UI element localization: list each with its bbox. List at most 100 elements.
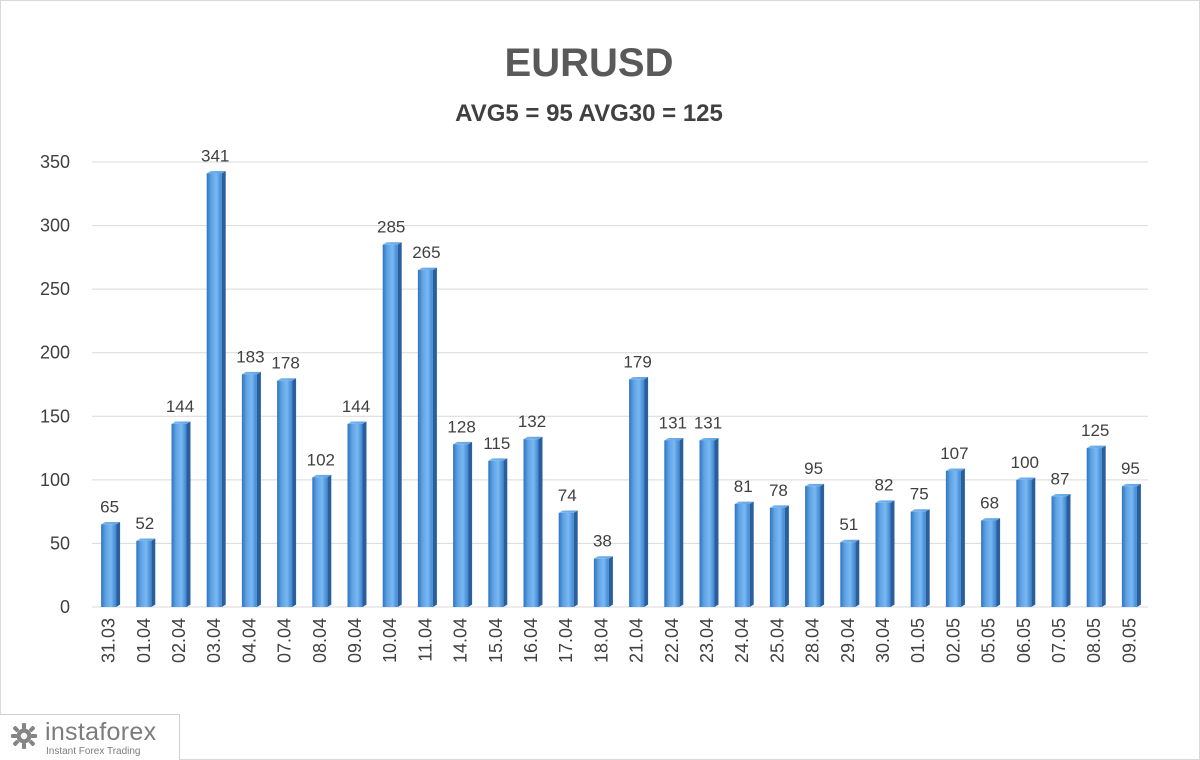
x-tick-label: 01.05 [908, 618, 928, 663]
bar-side [362, 421, 367, 607]
bar-side [996, 518, 1001, 607]
bar-front [417, 270, 433, 607]
data-label: 65 [100, 497, 119, 516]
bar [910, 509, 930, 607]
data-label: 179 [623, 352, 651, 371]
data-label: 75 [910, 485, 929, 504]
bar [805, 483, 825, 607]
bar-top [347, 421, 367, 424]
data-label: 144 [342, 397, 370, 416]
bar-front [769, 507, 785, 607]
bar [171, 421, 191, 607]
bar-top [171, 421, 191, 424]
bar-side [1066, 493, 1071, 607]
watermark-name: instaforex [45, 718, 157, 746]
bar-front [277, 380, 293, 607]
data-label: 131 [694, 413, 722, 432]
x-tick-label: 10.04 [380, 618, 400, 663]
chart-title: EURUSD [505, 41, 674, 85]
x-tick-label: 17.04 [556, 618, 576, 663]
bar-front [241, 374, 257, 607]
y-tick-label: 200 [40, 343, 70, 363]
data-label: 74 [558, 486, 577, 505]
bar-side [820, 483, 825, 607]
bar-side [855, 539, 860, 607]
bar [1051, 493, 1071, 607]
x-tick-label: 06.05 [1014, 618, 1034, 663]
data-label: 95 [804, 459, 823, 478]
bar-top [981, 518, 1001, 521]
data-label: 178 [271, 354, 299, 373]
data-label: 131 [659, 413, 687, 432]
bar-front [1121, 486, 1137, 607]
bar-top [769, 505, 789, 508]
x-tick-label: 07.04 [275, 618, 295, 663]
bar-side [503, 458, 508, 607]
bar [312, 474, 332, 607]
bar-side [397, 242, 402, 607]
data-label: 68 [980, 494, 999, 513]
bar [1016, 477, 1036, 607]
bar [664, 438, 684, 607]
bar-side [327, 474, 332, 607]
x-tick-label: 16.04 [521, 618, 541, 663]
bar-top [910, 509, 930, 512]
y-tick-label: 300 [40, 216, 70, 236]
bar [347, 421, 367, 607]
x-tick-label: 24.04 [732, 618, 752, 663]
bar [593, 556, 613, 607]
bar-side [151, 538, 156, 607]
bar [241, 371, 261, 607]
bar-top [593, 556, 613, 559]
watermark-tagline: Instant Forex Trading [46, 746, 141, 757]
bar-front [875, 502, 891, 607]
bar [769, 505, 789, 607]
bar-side [608, 556, 613, 607]
bar-top [558, 510, 578, 513]
bar-top [523, 436, 543, 440]
data-label: 87 [1051, 469, 1070, 488]
bar [1086, 445, 1106, 607]
bar-side [749, 501, 754, 607]
bar-front [347, 423, 363, 607]
bar [875, 500, 895, 607]
bar [629, 377, 649, 607]
bar-front [734, 504, 750, 607]
data-label: 81 [734, 477, 753, 496]
x-tick-label: 08.05 [1084, 618, 1104, 663]
bar-front [1051, 496, 1067, 607]
y-tick-label: 150 [40, 406, 70, 426]
bar-front [488, 460, 504, 607]
x-tick-label: 29.04 [838, 618, 858, 663]
x-tick-label: 11.04 [415, 618, 435, 662]
bar-front [171, 423, 187, 607]
bar-side [644, 377, 649, 607]
bar-front [910, 511, 926, 607]
bar-side [573, 510, 578, 607]
bar-side [116, 521, 121, 607]
x-tick-label: 15.04 [486, 618, 506, 663]
bar-top [629, 377, 649, 380]
bar-side [784, 505, 789, 607]
x-tick-label: 04.04 [239, 618, 259, 663]
bar-side [186, 421, 191, 607]
bar [453, 441, 473, 607]
x-tick-label: 22.04 [662, 618, 682, 663]
bar-side [292, 378, 297, 607]
chart-subtitle: AVG5 = 95 AVG30 = 125 [455, 100, 723, 127]
bar-front [1086, 448, 1102, 607]
x-tick-label: 09.05 [1119, 618, 1139, 663]
data-label: 265 [412, 243, 440, 262]
chart-gridlines [92, 161, 1148, 608]
x-axis-ticks: 31.03 01.04 02.04 03.04 04.04 07.04 08.04 09.04… [99, 618, 1140, 663]
bar-side [714, 438, 719, 607]
bar-front [840, 542, 856, 607]
bar-front [1016, 479, 1032, 607]
gear-icon [11, 723, 37, 749]
bar-top [453, 441, 473, 445]
bar-top [241, 371, 261, 375]
bar-front [558, 512, 574, 607]
bar-front [699, 440, 715, 607]
bar-side [468, 441, 473, 607]
